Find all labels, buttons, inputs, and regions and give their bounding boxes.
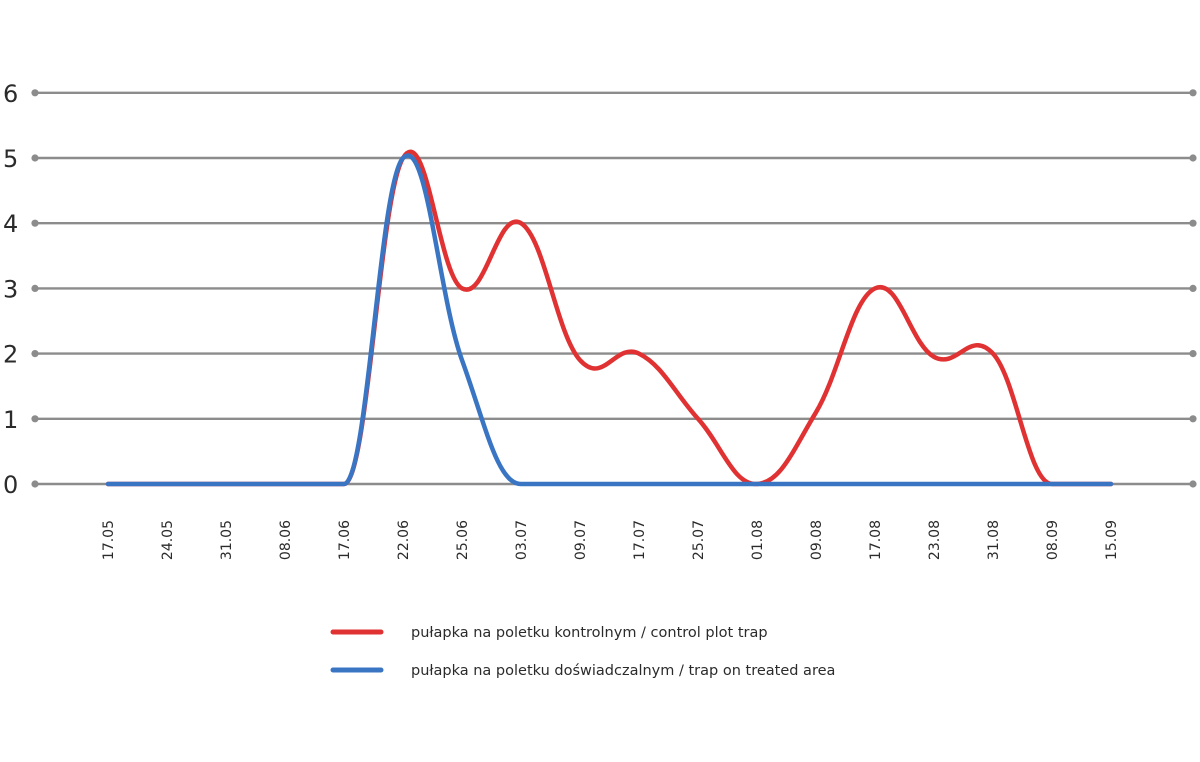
x-tick-label: 17.08 [868,520,884,560]
series [105,149,1114,487]
gridline-dot [31,154,39,162]
series-line-1 [105,149,1114,487]
x-tick-label: 31.05 [219,520,235,560]
gridline-dot [1189,284,1197,292]
gridline-dot [31,350,39,358]
y-axis: 0 1 2 3 4 5 6 [3,80,18,499]
legend-label-2: pułapka na poletku doświadczalnym / trap… [411,663,835,679]
gridline-dot [1189,219,1197,227]
x-tick-label: 17.07 [632,520,648,560]
x-tick-label: 25.06 [455,520,471,560]
y-tick-label: 6 [3,80,18,108]
y-tick-label: 5 [3,145,18,173]
x-tick-label: 17.06 [337,520,353,560]
y-tick-label: 4 [3,210,18,238]
gridline-dot [31,415,39,423]
x-tick-label: 09.08 [809,520,825,560]
gridline-dot [1189,480,1197,488]
x-tick-label: 15.09 [1104,520,1120,560]
gridline-dot [1189,415,1197,423]
x-tick-label: 03.07 [514,520,530,560]
x-tick-label: 08.09 [1045,520,1061,560]
gridline-dot [1189,350,1197,358]
x-tick-label: 08.06 [278,520,294,560]
x-tick-label: 31.08 [986,520,1002,560]
grid [31,89,1197,488]
x-axis: 17.05 24.05 31.05 08.06 17.06 22.06 25.06 03.07… [101,520,1120,560]
y-tick-label: 0 [3,471,18,499]
gridline-dot [31,89,39,97]
x-tick-label: 09.07 [573,520,589,560]
series-line-2 [105,153,1114,487]
gridline-dot [31,480,39,488]
gridline-dot [1189,154,1197,162]
gridline-dot [1189,89,1197,97]
x-tick-label: 01.08 [750,520,766,560]
y-tick-label: 2 [3,341,18,369]
x-tick-label: 24.05 [160,520,176,560]
gridline-dot [31,219,39,227]
legend-label-1: pułapka na poletku kontrolnym / control … [411,625,768,641]
legend: pułapka na poletku kontrolnym / control … [330,625,835,679]
x-tick-label: 23.08 [927,520,943,560]
y-tick-label: 1 [3,406,18,434]
gridline-dot [31,284,39,292]
x-tick-label: 22.06 [396,520,412,560]
x-tick-label: 17.05 [101,520,117,560]
x-tick-label: 25.07 [691,520,707,560]
y-tick-label: 3 [3,275,18,303]
